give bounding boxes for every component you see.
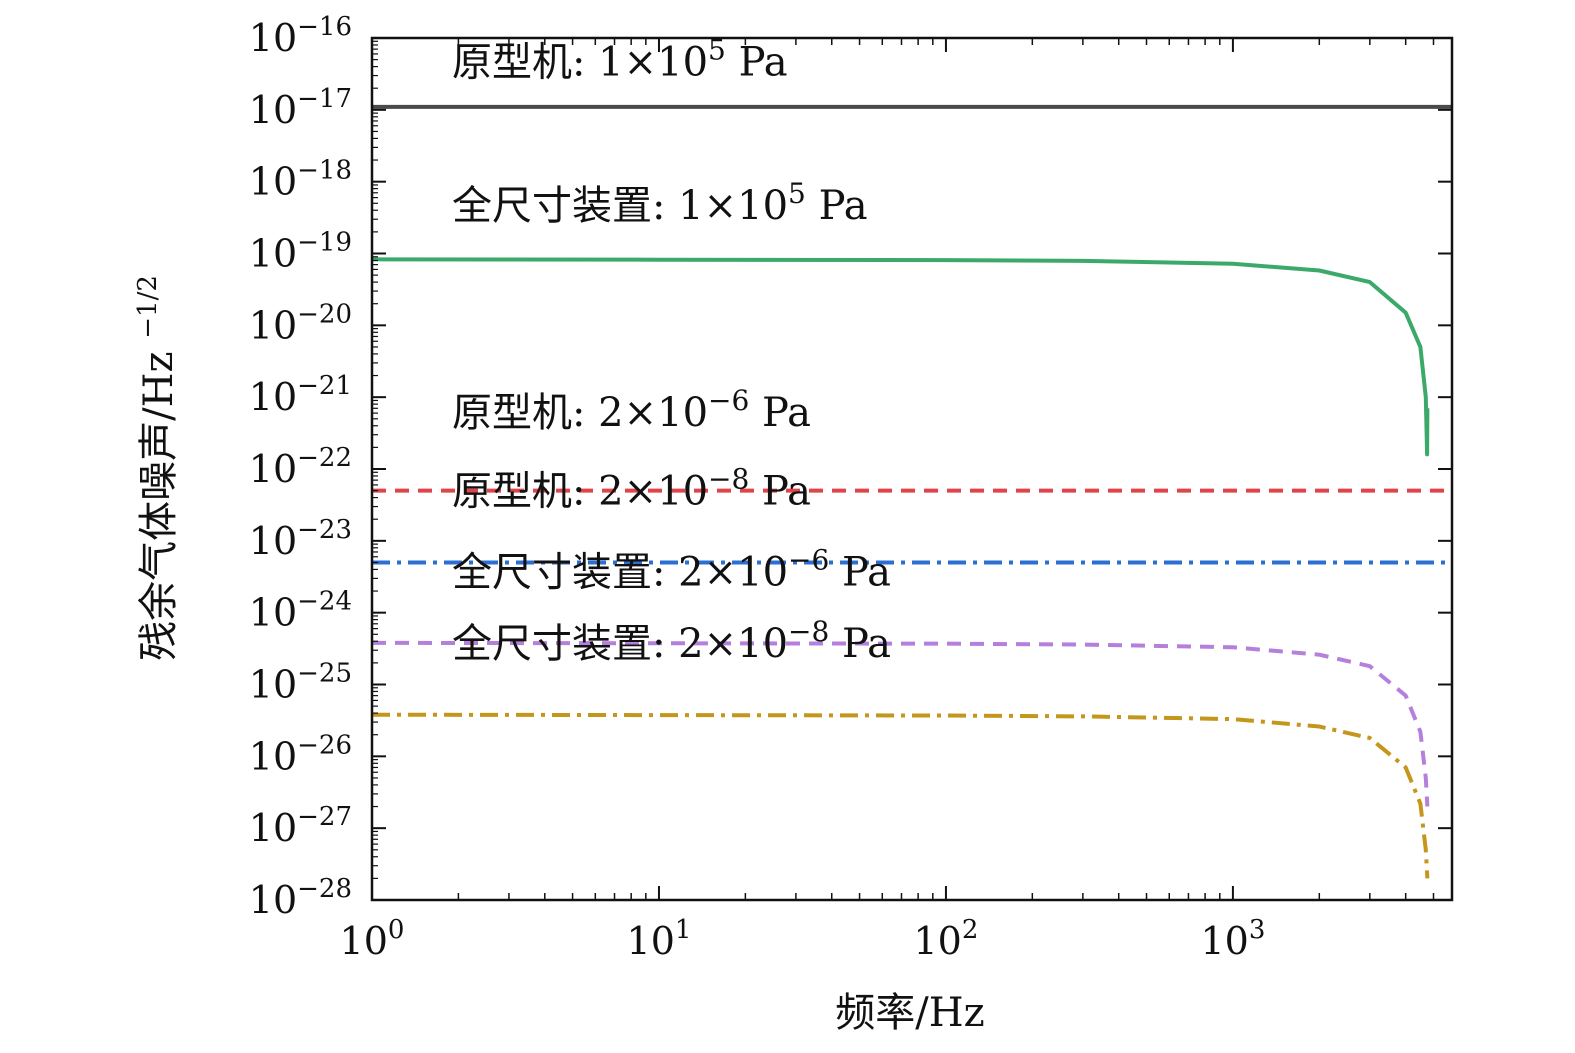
y-axis-label-exponent: −1/2 <box>133 275 163 339</box>
series-label-6: 全尺寸装置: 2×10−8 Pa <box>452 615 891 667</box>
y-tick-label: 10−18 <box>249 156 352 204</box>
annotation-layer: 原型机: 1×105 Pa 全尺寸装置: 1×105 Pa 原型机: 2×10−6 … <box>452 34 891 668</box>
y-tick-label: 10−26 <box>249 730 352 778</box>
series-label-5: 全尺寸装置: 2×10−6 Pa <box>452 543 891 595</box>
y-tick-label: 10−21 <box>249 371 352 419</box>
y-tick-label: 10−27 <box>249 802 352 850</box>
plot-frame <box>370 36 1454 902</box>
series-line-6 <box>372 712 1430 879</box>
series-line-5 <box>372 640 1430 807</box>
x-axis-label: 频率/Hz <box>835 990 984 1036</box>
x-tick-label: 102 <box>913 915 978 963</box>
y-tick-label: 10−17 <box>249 84 352 132</box>
x-tick-label: 101 <box>627 915 692 963</box>
y-tick-label: 10−19 <box>249 228 352 276</box>
y-tick-label: 10−25 <box>249 659 352 707</box>
x-tick-label: 103 <box>1200 915 1265 963</box>
y-tick-label: 10−20 <box>249 299 352 347</box>
series-label-4: 原型机: 2×10−8 Pa <box>452 463 811 515</box>
series-label-2: 全尺寸装置: 1×105 Pa <box>452 177 868 229</box>
series-label-3: 原型机: 2×10−6 Pa <box>452 384 811 436</box>
series-layer <box>372 104 1452 879</box>
y-tick-label: 10−28 <box>249 874 352 922</box>
y-tick-label: 10−22 <box>249 443 352 491</box>
x-tick-label: 100 <box>340 915 405 963</box>
series-label-1: 原型机: 1×105 Pa <box>452 34 788 86</box>
y-axis-label: 残余气体噪声/Hz −1/2 <box>133 275 182 661</box>
y-tick-label: 10−23 <box>249 515 352 563</box>
series-line-2 <box>372 257 1430 457</box>
y-tick-label: 10−16 <box>249 12 352 60</box>
y-tick-label: 10−24 <box>249 587 352 635</box>
y-axis-label-base: 残余气体噪声/Hz <box>136 351 182 660</box>
